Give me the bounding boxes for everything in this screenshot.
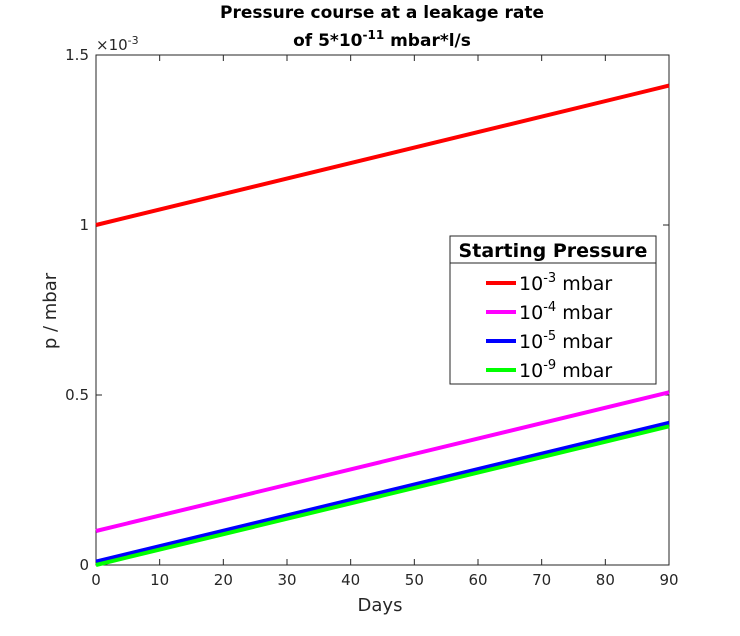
legend-entry-exponent: -4 <box>543 300 556 315</box>
series-line--5 <box>95 420 670 564</box>
x-tick-label: 50 <box>405 571 424 589</box>
x-tick-label: 40 <box>341 571 360 589</box>
x-tick-label: 70 <box>532 571 551 589</box>
legend-entry: 10-3 mbar <box>519 271 612 295</box>
series-line--3 <box>95 83 670 227</box>
x-tick-label: 90 <box>659 571 678 589</box>
legend-entry: 10-9 mbar <box>519 358 612 382</box>
x-tick-label: 10 <box>150 571 169 589</box>
y-tick-label: 0 <box>79 556 89 574</box>
chart-title-line1: Pressure course at a leakage rate <box>220 3 544 23</box>
legend-entry: 10-4 mbar <box>519 300 612 324</box>
legend-title: Starting Pressure <box>459 240 648 262</box>
chart-title-line2-suffix: mbar*l/s <box>384 31 471 51</box>
y-tick-label: 1.5 <box>65 46 89 64</box>
legend-entry-base: 10 <box>519 273 543 295</box>
y-multiplier-exponent: -3 <box>128 34 139 47</box>
tick-group: 0 10 20 30 40 50 60 70 80 90 0 0.5 1 1.5 <box>65 46 678 589</box>
chart-title-line2: of 5*10-11 mbar*l/s <box>293 28 471 51</box>
y-tick-label: 0.5 <box>65 386 89 404</box>
legend-entry-exponent: -9 <box>543 358 556 373</box>
y-axis-multiplier: ×10-3 <box>96 34 139 54</box>
series-line--9 <box>95 424 670 567</box>
series-group <box>95 83 670 567</box>
chart-title-line2-exponent: -11 <box>362 28 384 42</box>
legend-entry-base: 10 <box>519 360 543 382</box>
legend-entry-unit: mbar <box>556 302 612 324</box>
legend-entry-unit: mbar <box>556 273 612 295</box>
series-line--4 <box>95 390 670 533</box>
x-tick-label: 30 <box>277 571 296 589</box>
legend-entry-exponent: -5 <box>543 329 556 344</box>
y-multiplier-base: ×10 <box>96 36 128 54</box>
x-tick-label: 60 <box>468 571 487 589</box>
legend-box <box>449 235 657 385</box>
legend-entry-exponent: -3 <box>543 271 556 286</box>
x-tick-label: 20 <box>214 571 233 589</box>
legend-entry-base: 10 <box>519 302 543 324</box>
legend-entry-unit: mbar <box>556 331 612 353</box>
x-tick-label: 80 <box>596 571 615 589</box>
legend-entry-unit: mbar <box>556 360 612 382</box>
legend-entry: 10-5 mbar <box>519 329 612 353</box>
x-tick-label: 0 <box>91 571 101 589</box>
legend-entry-base: 10 <box>519 331 543 353</box>
chart-title-line2-prefix: of 5*10 <box>293 31 363 51</box>
y-axis-label: p / mbar <box>40 272 61 349</box>
y-tick-label: 1 <box>79 216 89 234</box>
x-axis-label: Days <box>358 595 403 616</box>
